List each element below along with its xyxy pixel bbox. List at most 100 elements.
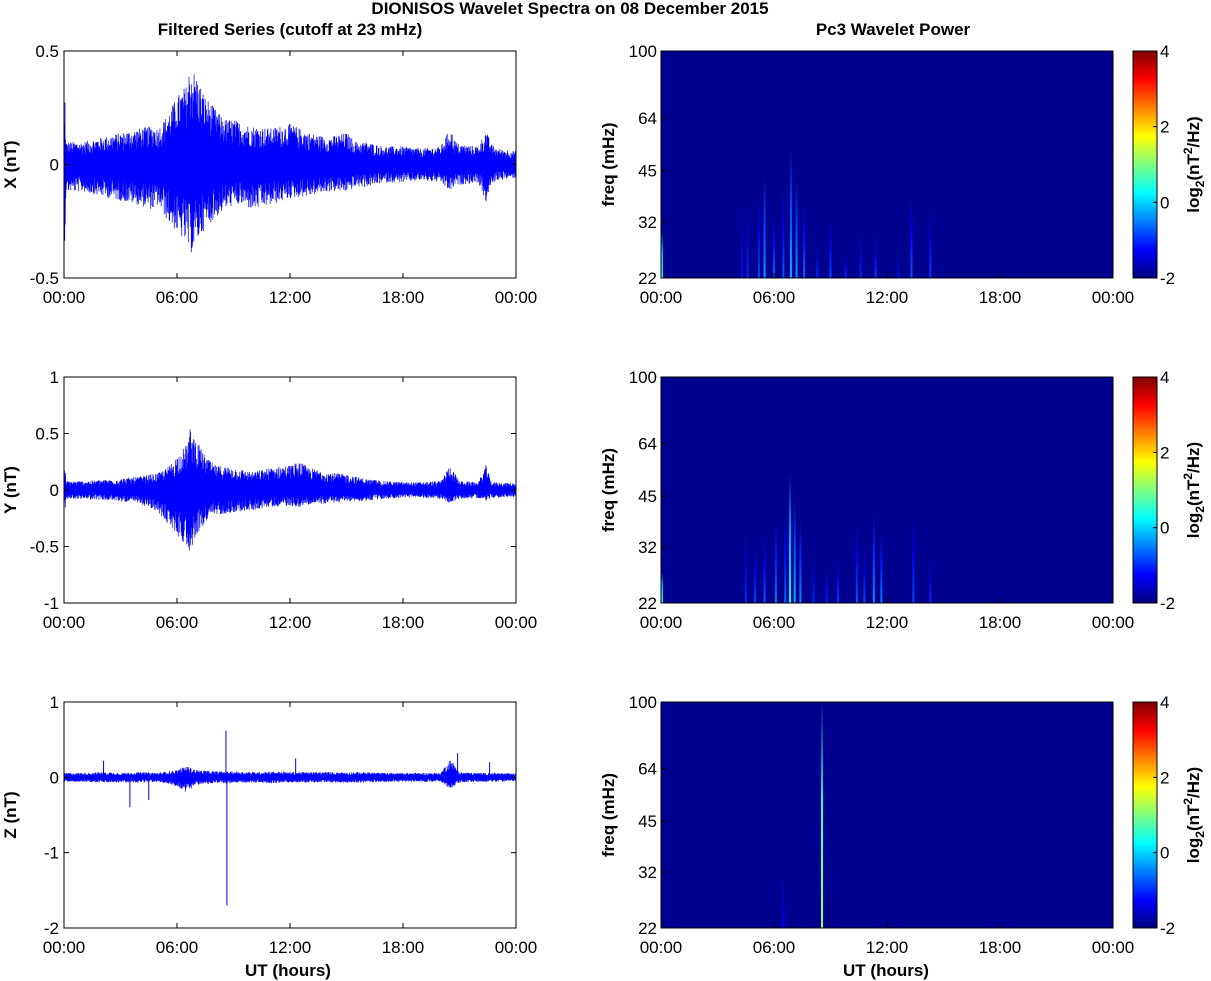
y-tick-label: -0.5 — [30, 269, 59, 288]
x-timeseries-panel: -0.5 0 0.5 X (nT) 00:00 06:00 12:00 18:00 00:00 — [1, 42, 537, 307]
y-tick-label: 0 — [50, 156, 59, 175]
power-streak — [660, 572, 663, 603]
y-tick-label: 0 — [50, 481, 59, 500]
spectrum-background — [661, 702, 1113, 928]
x-tick-label: 18:00 — [382, 938, 425, 957]
y-tick-label: 0.5 — [35, 425, 59, 444]
y-tick-label: -2 — [44, 919, 59, 938]
y-axis-label: Y (nT) — [1, 466, 20, 514]
y-tick-label: 64 — [638, 435, 657, 454]
power-streak — [855, 525, 858, 603]
power-streak — [795, 181, 798, 278]
y-tick-label: 64 — [638, 760, 657, 779]
power-streak — [812, 556, 815, 603]
colorbar — [1132, 701, 1158, 929]
colorbar-tick-label: -2 — [1160, 919, 1175, 938]
z-timeseries-panel: -2 -1 0 1 Z (nT) 00:00 06:00 12:00 18:00 00:00 — [1, 693, 537, 957]
series-core-band — [64, 769, 516, 784]
power-streak — [821, 702, 824, 928]
x-tick-label: 00:00 — [495, 613, 538, 632]
x-wavelet-panel: 22 32 45 64 100 freq (mHz) -2 0 2 4 log2(nT2/Hz) 00… — [599, 42, 1207, 307]
y-tick-label: 22 — [638, 594, 657, 613]
x-tick-label: 00:00 — [43, 938, 86, 957]
power-streak — [744, 529, 747, 603]
x-tick-label: 00:00 — [1092, 288, 1135, 307]
y-tick-label: 45 — [638, 162, 657, 181]
spectrum-background — [661, 377, 1113, 603]
x-tick-label: 00:00 — [43, 613, 86, 632]
colorbar-tick-label: 4 — [1160, 368, 1169, 387]
y-tick-label: 32 — [638, 213, 657, 232]
colorbar — [1132, 376, 1158, 604]
colorbar-tick-label: 4 — [1160, 42, 1169, 61]
power-streak — [874, 231, 877, 278]
right-x-axis-label: UT (hours) — [843, 961, 929, 980]
colorbar-tick-label: 4 — [1160, 693, 1169, 712]
y-tick-label: 32 — [638, 538, 657, 557]
power-streak — [825, 567, 828, 603]
x-tick-label: 06:00 — [156, 613, 199, 632]
colorbar-tick-label: -2 — [1160, 594, 1175, 613]
colorbar-tick-label: 0 — [1160, 193, 1169, 212]
y-tick-label: 0.5 — [35, 42, 59, 61]
y-tick-label: 100 — [629, 42, 657, 61]
power-streak — [784, 513, 787, 603]
power-streak — [816, 241, 819, 278]
y-tick-label: 22 — [638, 269, 657, 288]
y-tick-label: 64 — [638, 109, 657, 128]
y-tick-label: 22 — [638, 919, 657, 938]
power-streak — [844, 252, 847, 278]
colorbar-tick-label: 2 — [1160, 443, 1169, 462]
y-tick-label: 45 — [638, 812, 657, 831]
x-tick-label: 06:00 — [156, 938, 199, 957]
power-streak — [929, 204, 932, 278]
series-core-band — [64, 462, 516, 518]
x-tick-label: 06:00 — [753, 613, 796, 632]
left-column-title: Filtered Series (cutoff at 23 mHz) — [158, 20, 423, 39]
y-axis-label: freq (mHz) — [599, 773, 618, 857]
y-tick-label: 100 — [629, 693, 657, 712]
x-tick-label: 18:00 — [979, 288, 1022, 307]
power-streak — [740, 181, 743, 278]
x-tick-label: 00:00 — [640, 288, 683, 307]
figure-title: DIONISOS Wavelet Spectra on 08 December … — [371, 0, 768, 18]
left-x-axis-label: UT (hours) — [245, 961, 331, 980]
power-streak — [799, 521, 802, 603]
colorbar-tick-label: 0 — [1160, 519, 1169, 538]
power-streak — [782, 188, 785, 278]
power-streak — [660, 231, 663, 278]
y-tick-label: 0 — [50, 768, 59, 787]
x-tick-label: 00:00 — [495, 938, 538, 957]
power-streak — [774, 521, 777, 603]
right-column-title: Pc3 Wavelet Power — [816, 20, 971, 39]
x-tick-label: 12:00 — [269, 613, 312, 632]
x-tick-label: 00:00 — [495, 288, 538, 307]
colorbar-label: log2(nT2/Hz) — [1181, 767, 1207, 863]
power-streak — [829, 217, 832, 278]
spectrum-background — [661, 51, 1113, 278]
x-tick-label: 12:00 — [269, 938, 312, 957]
series-core-band — [64, 119, 516, 206]
power-streak — [929, 556, 932, 603]
colorbar-tick-label: 2 — [1160, 768, 1169, 787]
y-tick-label: 100 — [629, 368, 657, 387]
x-tick-label: 00:00 — [1092, 938, 1135, 957]
plot-area — [64, 702, 516, 928]
colorbar-label: log2(nT2/Hz) — [1181, 116, 1207, 212]
colorbar — [1132, 50, 1158, 279]
power-streak — [912, 513, 915, 603]
y-axis-label: X (nT) — [1, 140, 20, 188]
y-axis-label: freq (mHz) — [599, 448, 618, 532]
x-tick-label: 06:00 — [156, 288, 199, 307]
power-streak — [863, 547, 866, 603]
y-tick-label: -0.5 — [30, 538, 59, 557]
power-streak — [773, 217, 775, 278]
colorbar-label: log2(nT2/Hz) — [1181, 442, 1207, 538]
power-streak — [763, 174, 766, 278]
colorbar-tick-label: 0 — [1160, 844, 1169, 863]
x-tick-label: 12:00 — [269, 288, 312, 307]
x-tick-label: 00:00 — [43, 288, 86, 307]
y-tick-label: 32 — [638, 863, 657, 882]
x-tick-label: 18:00 — [382, 288, 425, 307]
y-timeseries-panel: -1 -0.5 0 0.5 1 Y (nT) 00:00 06:00 12:00 18:00 00:… — [1, 368, 537, 632]
